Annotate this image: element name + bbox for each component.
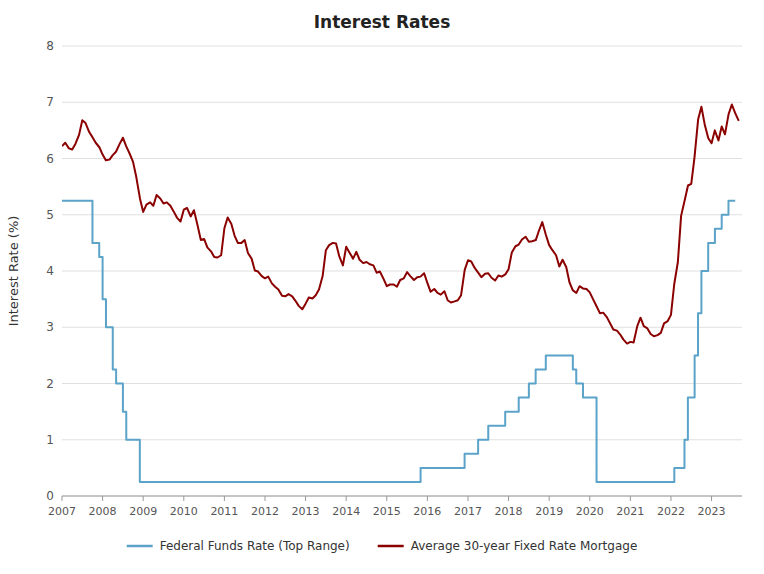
legend-label: Average 30-year Fixed Rate Mortgage <box>411 539 638 553</box>
y-tick-label: 1 <box>46 433 54 447</box>
x-tick-label: 2018 <box>495 505 523 518</box>
series-line <box>62 105 739 344</box>
x-tick-label: 2010 <box>170 505 198 518</box>
x-tick-label: 2013 <box>292 505 320 518</box>
x-tick <box>143 496 144 501</box>
y-tick-label: 0 <box>46 489 54 503</box>
x-axis: 2007 2008 2009 2010 2011 2012 2013 2014 2015 2016… <box>48 496 742 518</box>
grid-line <box>62 439 742 440</box>
legend-label: Federal Funds Rate (Top Range) <box>160 539 350 553</box>
x-tick-label: 2012 <box>251 505 279 518</box>
y-axis-label: Interest Rate (%) <box>6 216 21 327</box>
x-tick-label: 2014 <box>332 505 360 518</box>
x-tick <box>305 496 306 501</box>
legend-swatch <box>378 545 404 548</box>
x-tick <box>670 496 671 501</box>
x-tick <box>630 496 631 501</box>
grid-line <box>62 102 742 103</box>
x-tick <box>508 496 509 501</box>
x-tick <box>467 496 468 501</box>
x-tick <box>224 496 225 501</box>
x-tick-label: 2009 <box>129 505 157 518</box>
legend: Federal Funds Rate (Top Range) Average 30… <box>127 539 638 553</box>
y-axis: 0 1 2 3 4 5 6 7 8 Interest Rate (%) <box>6 39 742 503</box>
x-tick-label: 2015 <box>373 505 401 518</box>
x-tick-label: 2023 <box>698 505 726 518</box>
x-tick <box>346 496 347 501</box>
grid-line <box>62 271 742 272</box>
x-axis-line <box>62 496 742 497</box>
x-tick <box>589 496 590 501</box>
x-tick <box>711 496 712 501</box>
y-tick-label: 4 <box>46 264 54 278</box>
chart: Interest Rates 0 1 2 3 4 5 6 7 8 Interest Rate (%)… <box>0 0 764 574</box>
grid-line <box>62 46 742 47</box>
y-tick-label: 7 <box>46 95 54 109</box>
x-tick-label: 2020 <box>576 505 604 518</box>
grid-line <box>62 158 742 159</box>
x-tick <box>386 496 387 501</box>
x-tick <box>264 496 265 501</box>
x-tick-label: 2016 <box>413 505 441 518</box>
grid-line <box>62 214 742 215</box>
y-tick-label: 6 <box>46 152 54 166</box>
legend-item: Average 30-year Fixed Rate Mortgage <box>378 539 638 553</box>
legend-item: Federal Funds Rate (Top Range) <box>127 539 350 553</box>
y-tick-label: 3 <box>46 320 54 334</box>
x-tick <box>427 496 428 501</box>
x-tick <box>62 496 63 501</box>
y-tick-label: 2 <box>46 377 54 391</box>
x-tick-label: 2021 <box>616 505 644 518</box>
x-tick-label: 2022 <box>657 505 685 518</box>
x-tick-label: 2019 <box>535 505 563 518</box>
grid-line <box>62 383 742 384</box>
x-tick-label: 2008 <box>89 505 117 518</box>
y-tick-label: 8 <box>46 39 54 53</box>
x-tick <box>183 496 184 501</box>
title: Interest Rates <box>314 12 451 32</box>
x-tick-label: 2011 <box>210 505 238 518</box>
x-tick <box>549 496 550 501</box>
plot-area <box>62 105 739 482</box>
grid-line <box>62 496 742 497</box>
x-tick <box>102 496 103 501</box>
x-tick-label: 2007 <box>48 505 76 518</box>
legend-swatch <box>127 545 153 548</box>
grid-line <box>62 327 742 328</box>
x-tick-label: 2017 <box>454 505 482 518</box>
y-tick-label: 5 <box>46 208 54 222</box>
